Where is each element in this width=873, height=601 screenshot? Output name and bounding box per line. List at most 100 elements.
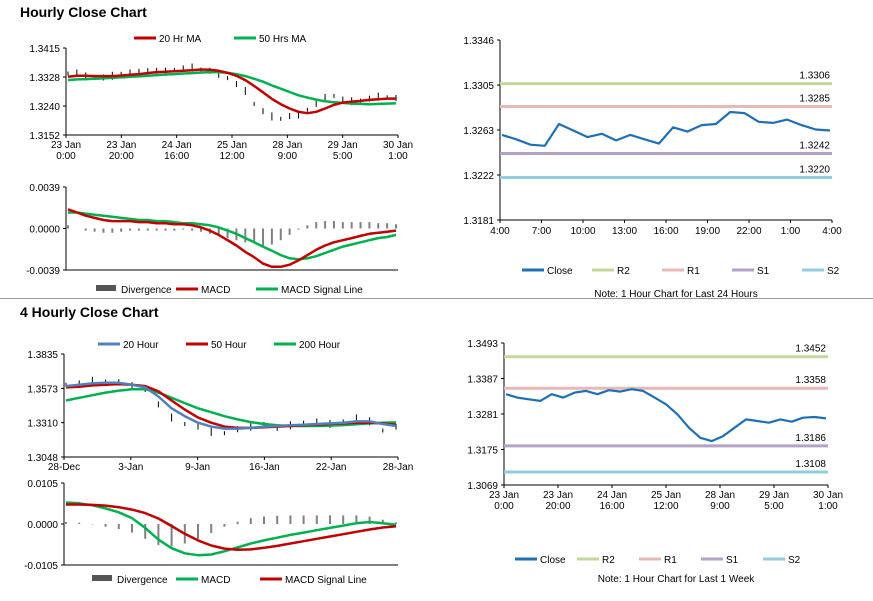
hourly-price-legend-label: 50 Hrs MA: [259, 34, 307, 45]
hourly-levels-y-tick-label: 1.3305: [463, 81, 494, 92]
four-hourly-price-legend-label: 50 Hour: [211, 340, 247, 351]
hourly-price-x-tick-label: 29 Jan 5:00: [328, 140, 358, 162]
hourly-macd-y-tick-label: 0.0039: [29, 183, 60, 194]
four-hourly-levels-x-tick-label: 25 Jan 12:00: [651, 490, 681, 512]
four-hourly-macd-legend-swatch: [92, 575, 112, 581]
four-hourly-price-legend-label: 20 Hour: [123, 340, 159, 351]
four-hourly-levels-legend-label: Close: [540, 555, 566, 566]
four-hourly-price-x-tick-label: 28-Dec: [48, 462, 80, 473]
four-hourly-levels-r2-label: 1.3452: [795, 344, 826, 355]
hourly-levels-note: Note: 1 Hour Chart for Last 24 Hours: [594, 289, 757, 300]
hourly-levels-legend-label: S1: [757, 266, 770, 277]
hourly-levels-close-line: [501, 110, 831, 147]
four-hourly-levels-r1-label: 1.3358: [795, 375, 826, 386]
four-hourly-levels-x-tick-label: 23 Jan 20:00: [543, 490, 573, 512]
hourly-price-x-tick-label: 24 Jan 16:00: [162, 140, 192, 162]
hourly-macd-chart: 0.0039 0.0000 -0.0039 Divergence MACD MACD Si…: [26, 183, 398, 296]
four-hourly-levels-legend-label: R1: [664, 555, 677, 566]
hourly-levels-legend-label: S2: [827, 266, 840, 277]
four-hourly-macd-legend-label: Divergence: [117, 575, 168, 586]
hourly-levels-legend-label: Close: [547, 266, 573, 277]
hourly-price-x-tick-label: 25 Jan 12:00: [217, 140, 247, 162]
four-hourly-levels-legend-label: S1: [726, 555, 739, 566]
hourly-levels-r1-label: 1.3285: [799, 94, 830, 105]
hourly-levels-s2-label: 1.3220: [799, 164, 830, 175]
four-hourly-macd-legend-label: MACD Signal Line: [285, 575, 367, 586]
four-hourly-section-title: 4 Hourly Close Chart: [20, 304, 159, 320]
four-hourly-levels-note: Note: 1 Hour Chart for Last 1 Week: [598, 574, 756, 585]
hourly-levels-x-tick-label: 4:00: [822, 226, 842, 237]
four-hourly-20hr-line: [65, 381, 397, 430]
hourly-levels-s1-label: 1.3242: [799, 140, 830, 151]
hourly-macd-y-tick-label: 0.0000: [29, 225, 60, 236]
hourly-levels-x-tick-label: 19:00: [695, 226, 720, 237]
four-hourly-levels-x-tick-label: 24 Jan 16:00: [597, 490, 627, 512]
hourly-price-x-tick-label: 28 Jan 9:00: [272, 140, 302, 162]
hourly-levels-legend-label: R1: [687, 266, 700, 277]
four-hourly-price-y-tick-label: 1.3048: [27, 453, 58, 464]
hourly-macd-y-tick-label: -0.0039: [26, 266, 60, 277]
four-hourly-price-x-tick-label: 3-Jan: [118, 462, 143, 473]
hourly-macd-line: [67, 208, 397, 269]
hourly-price-y-tick-label: 1.3240: [29, 102, 60, 113]
hourly-levels-x-tick-label: 1:00: [781, 226, 801, 237]
hourly-price-x-tick-label: 23 Jan 0:00: [51, 140, 81, 162]
four-hourly-price-y-tick-label: 1.3310: [27, 419, 58, 430]
hourly-levels-x-tick-label: 4:00: [490, 226, 510, 237]
four-hourly-levels-legend-label: S2: [788, 555, 801, 566]
four-hourly-200hr-line: [65, 388, 397, 428]
four-hourly-price-x-tick-label: 9-Jan: [185, 462, 210, 473]
hourly-price-legend-label: 20 Hr MA: [159, 34, 202, 45]
four-hourly-macd-y-tick-label: -0.0105: [24, 561, 58, 572]
hourly-levels-x-tick-label: 7:00: [532, 226, 552, 237]
four-hourly-price-y-tick-label: 1.3835: [27, 350, 58, 361]
hourly-macd-legend-label: MACD: [201, 285, 230, 296]
four-hourly-price-x-tick-label: 16-Jan: [249, 462, 280, 473]
four-hourly-levels-close-line: [505, 388, 827, 443]
section-divider: [0, 298, 873, 299]
four-hourly-macd-chart: 0.0105 0.0000 -0.0105 Divergence MACD MACD Si…: [24, 479, 398, 586]
hourly-levels-y-tick-label: 1.3222: [463, 171, 494, 182]
four-hourly-levels-y-tick-label: 1.3069: [467, 481, 498, 492]
four-hourly-macd-legend-label: MACD: [201, 575, 230, 586]
hourly-section-title: Hourly Close Chart: [20, 4, 147, 20]
hourly-levels-x-tick-label: 10:00: [570, 226, 595, 237]
four-hourly-price-legend-label: 200 Hour: [299, 340, 341, 351]
four-hourly-levels-legend-label: R2: [602, 555, 615, 566]
hourly-levels-x-tick-label: 22:00: [736, 226, 761, 237]
hourly-levels-x-tick-label: 16:00: [653, 226, 678, 237]
hourly-price-x-tick-label: 23 Jan 20:00: [106, 140, 136, 162]
hourly-price-y-tick-label: 1.3415: [29, 44, 60, 55]
hourly-macd-legend-swatch: [96, 285, 116, 291]
four-hourly-signal-line: [66, 503, 397, 552]
four-hourly-levels-x-tick-label: 29 Jan 5:00: [759, 490, 789, 512]
hourly-levels-y-tick-label: 1.3346: [463, 36, 494, 47]
hourly-price-y-tick-label: 1.3328: [29, 73, 60, 84]
four-hourly-levels-x-tick-label: 30 Jan 1:00: [813, 490, 843, 512]
hourly-20hr-ma-line: [67, 68, 396, 115]
four-hourly-price-y-tick-label: 1.3573: [27, 384, 58, 395]
hourly-macd-legend-label: MACD Signal Line: [281, 285, 363, 296]
four-hourly-levels-s1-label: 1.3186: [795, 433, 826, 444]
four-hourly-price-x-tick-label: 22-Jan: [316, 462, 347, 473]
four-hourly-macd-y-tick-label: 0.0105: [27, 479, 58, 490]
four-hourly-macd-y-tick-label: 0.0000: [27, 520, 58, 531]
hourly-levels-r2-label: 1.3306: [799, 71, 830, 82]
four-hourly-levels-y-tick-label: 1.3493: [467, 339, 498, 350]
four-hourly-levels-y-tick-label: 1.3387: [467, 375, 498, 386]
four-hourly-levels-y-tick-label: 1.3281: [467, 410, 498, 421]
hourly-macd-legend-label: Divergence: [121, 285, 172, 296]
hourly-levels-y-tick-label: 1.3263: [463, 126, 494, 137]
hourly-levels-x-tick-label: 13:00: [612, 226, 637, 237]
hourly-levels-legend-label: R2: [617, 266, 630, 277]
four-hourly-levels-s2-label: 1.3108: [795, 459, 826, 470]
four-hourly-levels-x-tick-label: 28 Jan 9:00: [705, 490, 735, 512]
hourly-signal-line: [68, 211, 397, 261]
hourly-price-x-tick-label: 30 Jan 1:00: [383, 140, 413, 162]
four-hourly-levels-x-tick-label: 23 Jan 0:00: [489, 490, 519, 512]
